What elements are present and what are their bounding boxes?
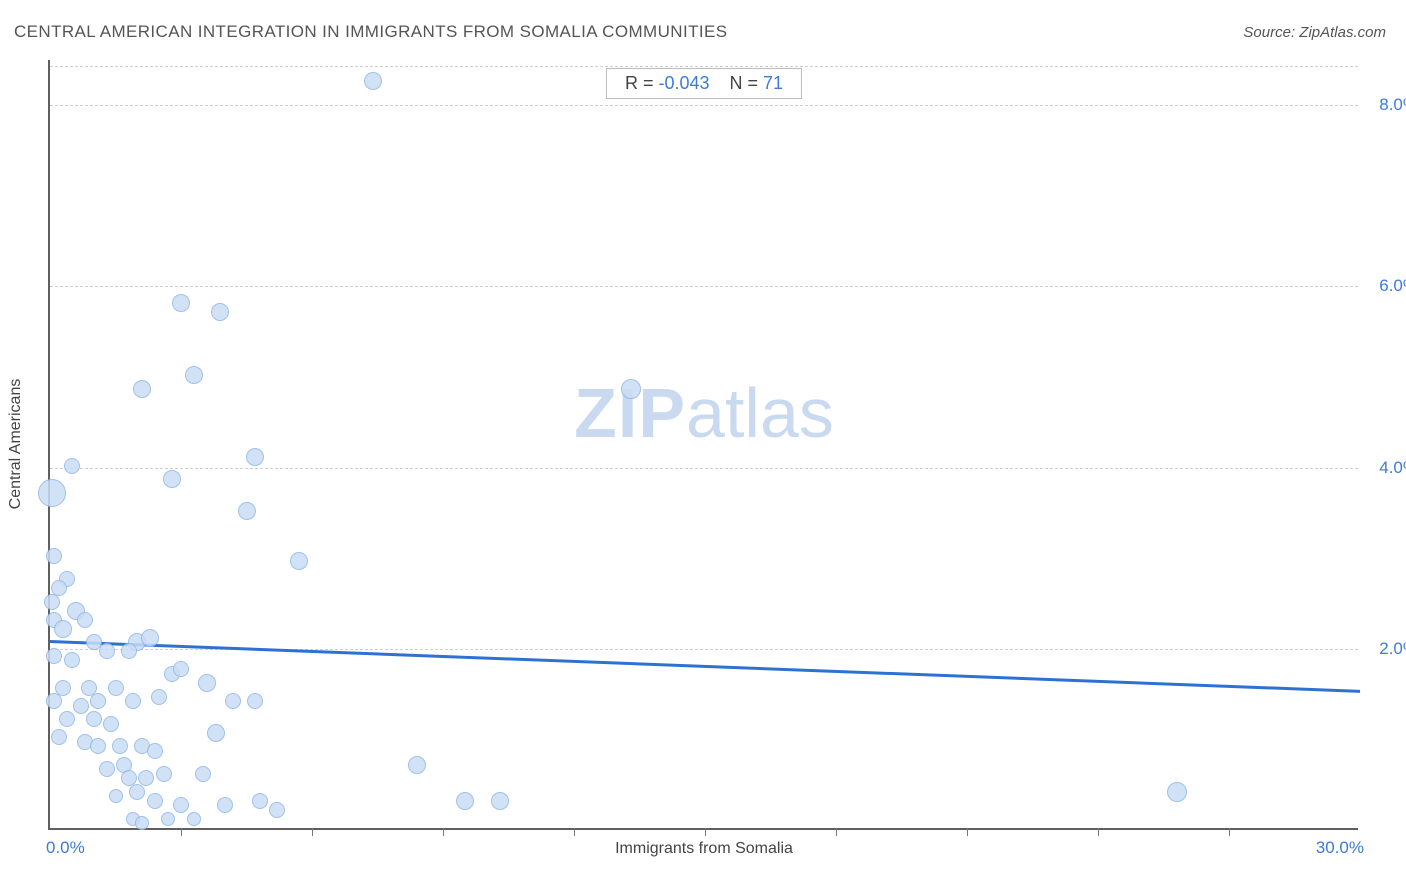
scatter-point xyxy=(90,693,106,709)
scatter-point xyxy=(185,366,203,384)
scatter-point xyxy=(161,812,175,826)
x-tick xyxy=(967,828,968,836)
scatter-point xyxy=(207,724,225,742)
r-label: R = xyxy=(625,73,659,93)
scatter-point xyxy=(173,661,189,677)
scatter-point xyxy=(59,711,75,727)
scatter-point xyxy=(211,303,229,321)
scatter-point xyxy=(217,797,233,813)
scatter-point xyxy=(38,479,66,507)
scatter-point xyxy=(90,738,106,754)
scatter-point xyxy=(147,743,163,759)
x-origin-label: 0.0% xyxy=(46,838,85,858)
y-tick-label: 2.0% xyxy=(1363,639,1406,659)
scatter-point xyxy=(121,643,137,659)
scatter-point xyxy=(246,448,264,466)
scatter-point xyxy=(247,693,263,709)
scatter-point xyxy=(73,698,89,714)
watermark: ZIPatlas xyxy=(574,373,834,453)
y-tick-label: 8.0% xyxy=(1363,95,1406,115)
y-tick-label: 6.0% xyxy=(1363,276,1406,296)
scatter-point xyxy=(198,674,216,692)
x-tick xyxy=(705,828,706,836)
plot-area: ZIPatlas R = -0.043 N = 71 Central Ameri… xyxy=(48,60,1358,830)
x-tick xyxy=(312,828,313,836)
y-tick-label: 4.0% xyxy=(1363,458,1406,478)
source-value: ZipAtlas.com xyxy=(1299,24,1386,41)
scatter-point xyxy=(46,548,62,564)
watermark-atlas: atlas xyxy=(686,374,834,452)
y-axis-label: Central Americans xyxy=(7,379,25,510)
n-label: N = xyxy=(730,73,764,93)
scatter-point xyxy=(269,802,285,818)
scatter-point xyxy=(129,784,145,800)
source-attribution: Source: ZipAtlas.com xyxy=(1243,24,1386,41)
scatter-point xyxy=(173,797,189,813)
scatter-point xyxy=(364,72,382,90)
scatter-point xyxy=(103,716,119,732)
scatter-point xyxy=(491,792,509,810)
x-tick xyxy=(443,828,444,836)
scatter-point xyxy=(238,502,256,520)
scatter-point xyxy=(172,294,190,312)
trend-line xyxy=(50,640,1360,693)
scatter-point xyxy=(151,689,167,705)
scatter-point xyxy=(46,693,62,709)
scatter-point xyxy=(252,793,268,809)
scatter-point xyxy=(456,792,474,810)
x-tick xyxy=(181,828,182,836)
scatter-point xyxy=(290,552,308,570)
scatter-point xyxy=(51,729,67,745)
scatter-point xyxy=(195,766,211,782)
scatter-point xyxy=(1167,782,1187,802)
x-tick xyxy=(836,828,837,836)
grid-line xyxy=(50,66,1358,67)
scatter-point xyxy=(125,693,141,709)
scatter-point xyxy=(54,620,72,638)
scatter-point xyxy=(99,643,115,659)
r-value: -0.043 xyxy=(658,73,709,93)
chart-title: CENTRAL AMERICAN INTEGRATION IN IMMIGRAN… xyxy=(14,22,727,42)
scatter-point xyxy=(141,629,159,647)
scatter-point xyxy=(156,766,172,782)
scatter-point xyxy=(225,693,241,709)
scatter-point xyxy=(64,458,80,474)
scatter-point xyxy=(133,380,151,398)
scatter-point xyxy=(408,756,426,774)
scatter-point xyxy=(44,594,60,610)
grid-line xyxy=(50,105,1358,106)
n-value: 71 xyxy=(763,73,783,93)
grid-line xyxy=(50,286,1358,287)
scatter-point xyxy=(621,379,641,399)
scatter-point xyxy=(112,738,128,754)
scatter-point xyxy=(187,812,201,826)
scatter-point xyxy=(147,793,163,809)
scatter-point xyxy=(46,648,62,664)
scatter-point xyxy=(77,612,93,628)
scatter-point xyxy=(99,761,115,777)
scatter-point xyxy=(108,680,124,696)
scatter-point xyxy=(109,789,123,803)
scatter-point xyxy=(86,711,102,727)
scatter-point xyxy=(64,652,80,668)
source-label: Source: xyxy=(1243,24,1299,41)
scatter-point xyxy=(163,470,181,488)
x-tick xyxy=(1229,828,1230,836)
x-axis-label: Immigrants from Somalia xyxy=(615,840,793,858)
chart-container: ZIPatlas R = -0.043 N = 71 Central Ameri… xyxy=(48,60,1358,830)
stats-box: R = -0.043 N = 71 xyxy=(606,68,802,99)
scatter-point xyxy=(135,816,149,830)
grid-line xyxy=(50,468,1358,469)
x-end-label: 30.0% xyxy=(1316,838,1364,858)
x-tick xyxy=(1098,828,1099,836)
x-tick xyxy=(574,828,575,836)
